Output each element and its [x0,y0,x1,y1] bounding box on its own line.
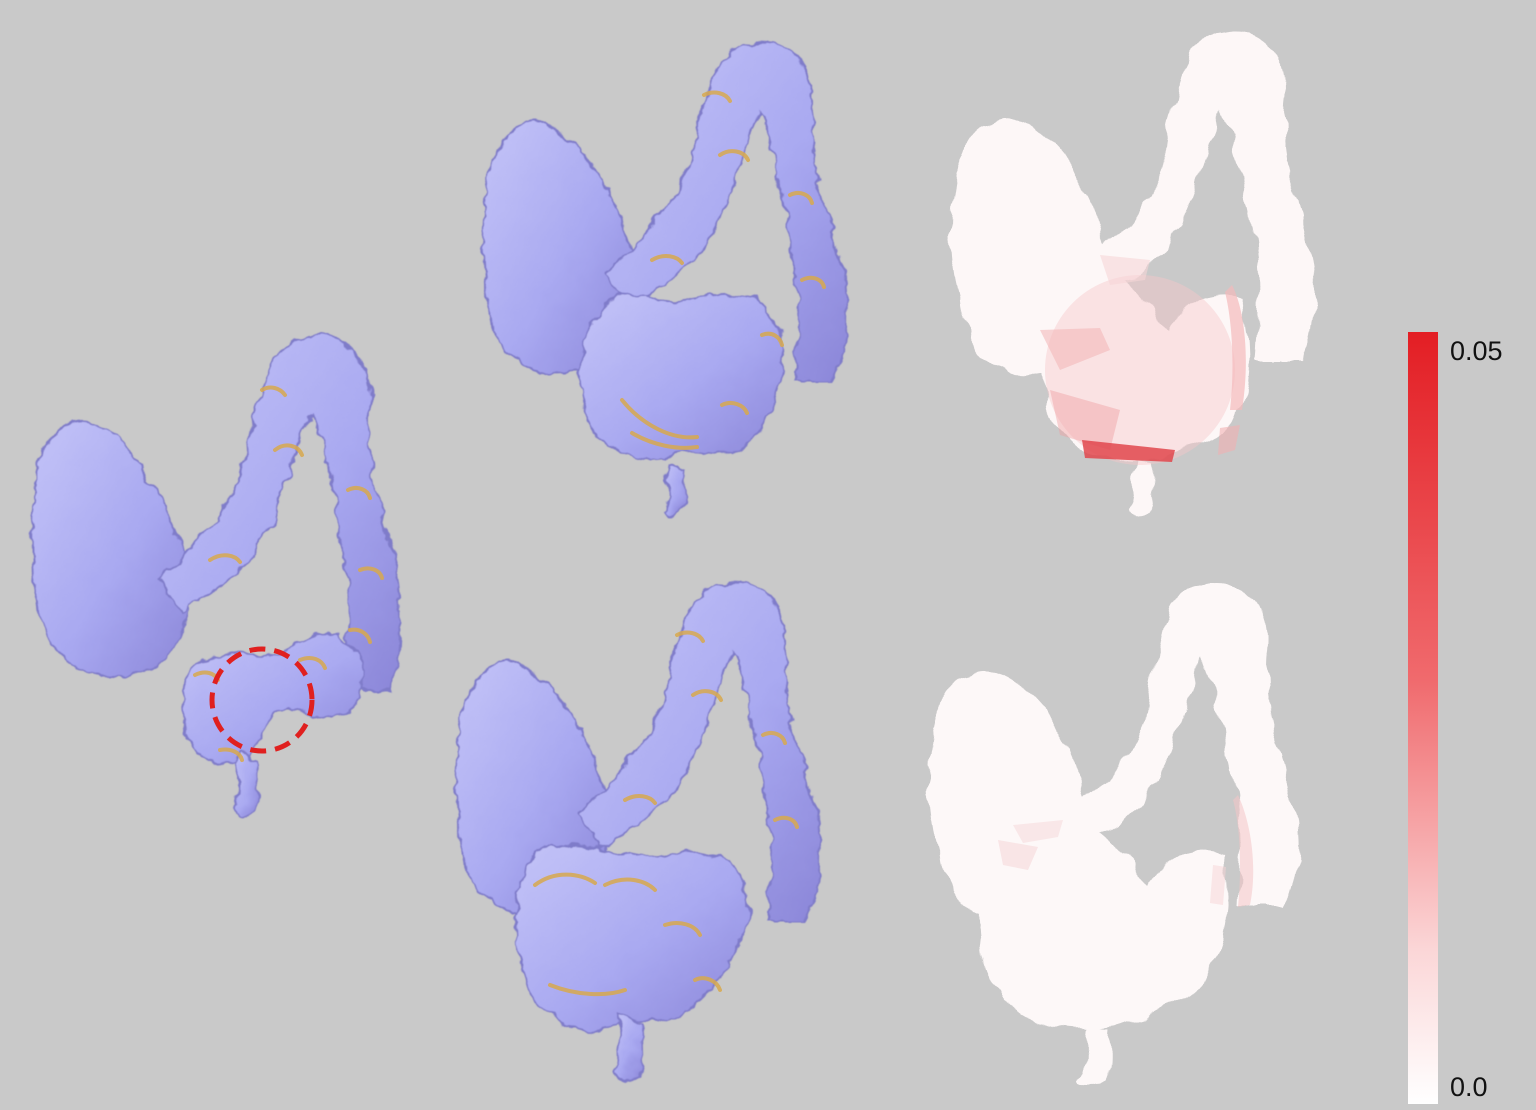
error-colorbar [1408,332,1438,1104]
result-colon-surface-top [482,42,849,515]
colorbar-min-label: 0.0 [1450,1072,1488,1102]
error-map-top [950,31,1315,517]
error-map-bottom [928,582,1299,1086]
result-colon-surface-bottom [455,582,822,1082]
original-colon-surface [31,335,402,819]
colorbar-max-label: 0.05 [1450,336,1503,366]
roi-dashed-circle [209,646,315,754]
